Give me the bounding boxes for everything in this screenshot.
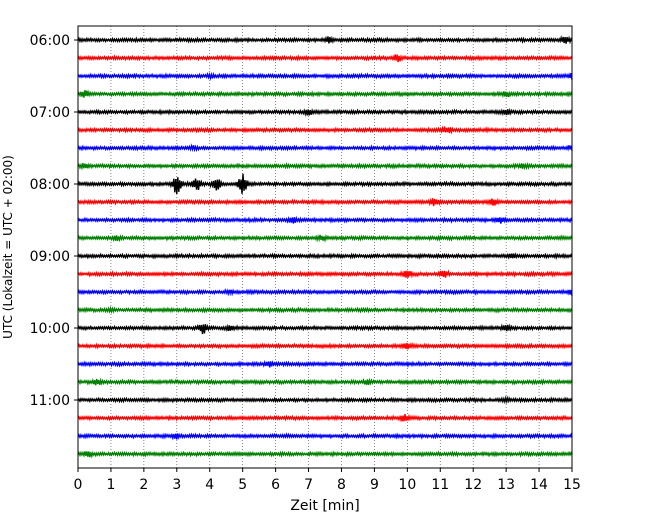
seismic-trace-1030 <box>77 359 573 368</box>
seismic-trace-0645 <box>77 89 573 99</box>
seismic-trace-1115 <box>77 413 573 423</box>
seismic-trace-0915 <box>77 269 573 279</box>
seismic-trace-0630 <box>77 71 573 81</box>
seismic-trace-0900 <box>77 252 573 260</box>
y-tick-label: 09:00 <box>30 249 70 265</box>
y-tick-label: 08:00 <box>30 177 70 193</box>
seismic-trace-0845 <box>77 234 573 243</box>
y-tick-label: 06:00 <box>30 33 70 49</box>
x-tick-label: 13 <box>497 477 515 493</box>
seismic-trace-0815 <box>77 197 573 207</box>
seismic-trace-0930 <box>77 288 573 297</box>
seismic-trace-0615 <box>77 54 573 63</box>
seismic-trace-0830 <box>77 215 573 224</box>
x-axis-label: Zeit [min] <box>290 498 359 514</box>
seismic-trace-0600 <box>77 34 573 45</box>
x-tick-label: 15 <box>563 477 581 493</box>
x-tick-label: 11 <box>431 477 449 493</box>
seismic-trace-0700 <box>77 107 573 117</box>
x-tick-label: 14 <box>530 477 548 493</box>
y-tick-label: 10:00 <box>30 321 70 337</box>
y-axis-label: UTC (Lokalzeit = UTC + 02:00) <box>1 155 15 339</box>
x-tick-label: 1 <box>106 477 115 493</box>
x-axis-ticks: 0 1 2 3 4 5 6 7 8 9 10 11 12 13 14 15 <box>74 468 581 493</box>
seismic-trace-1145 <box>77 450 573 459</box>
seismic-trace-1130 <box>77 432 573 441</box>
seismic-trace-0730 <box>77 143 573 153</box>
x-tick-label: 7 <box>304 477 313 493</box>
seismic-trace-1000 <box>77 323 573 335</box>
x-tick-label: 2 <box>139 477 148 493</box>
x-tick-label: 6 <box>271 477 280 493</box>
seismic-trace-1100 <box>77 395 573 405</box>
seismic-trace-0745 <box>77 161 573 171</box>
x-tick-label: 0 <box>74 477 83 493</box>
y-axis-ticks: 06:00 07:00 08:00 09:00 10:00 11:00 <box>30 33 78 409</box>
trace-series <box>77 34 573 459</box>
seismic-trace-1015 <box>77 341 573 350</box>
x-tick-label: 3 <box>172 477 181 493</box>
seismic-trace-0945 <box>77 305 573 314</box>
y-tick-label: 11:00 <box>30 393 70 409</box>
plot-frame <box>77 25 573 469</box>
seismic-trace-0715 <box>77 125 573 135</box>
x-tick-label: 5 <box>238 477 247 493</box>
x-tick-label: 12 <box>464 477 482 493</box>
y-tick-label: 07:00 <box>30 105 70 121</box>
x-tick-label: 8 <box>337 477 346 493</box>
x-tick-label: 4 <box>205 477 214 493</box>
x-tick-label: 10 <box>398 477 416 493</box>
x-tick-label: 9 <box>370 477 379 493</box>
seismic-trace-1045 <box>77 377 573 386</box>
seismic-trace-0800 <box>77 173 573 195</box>
